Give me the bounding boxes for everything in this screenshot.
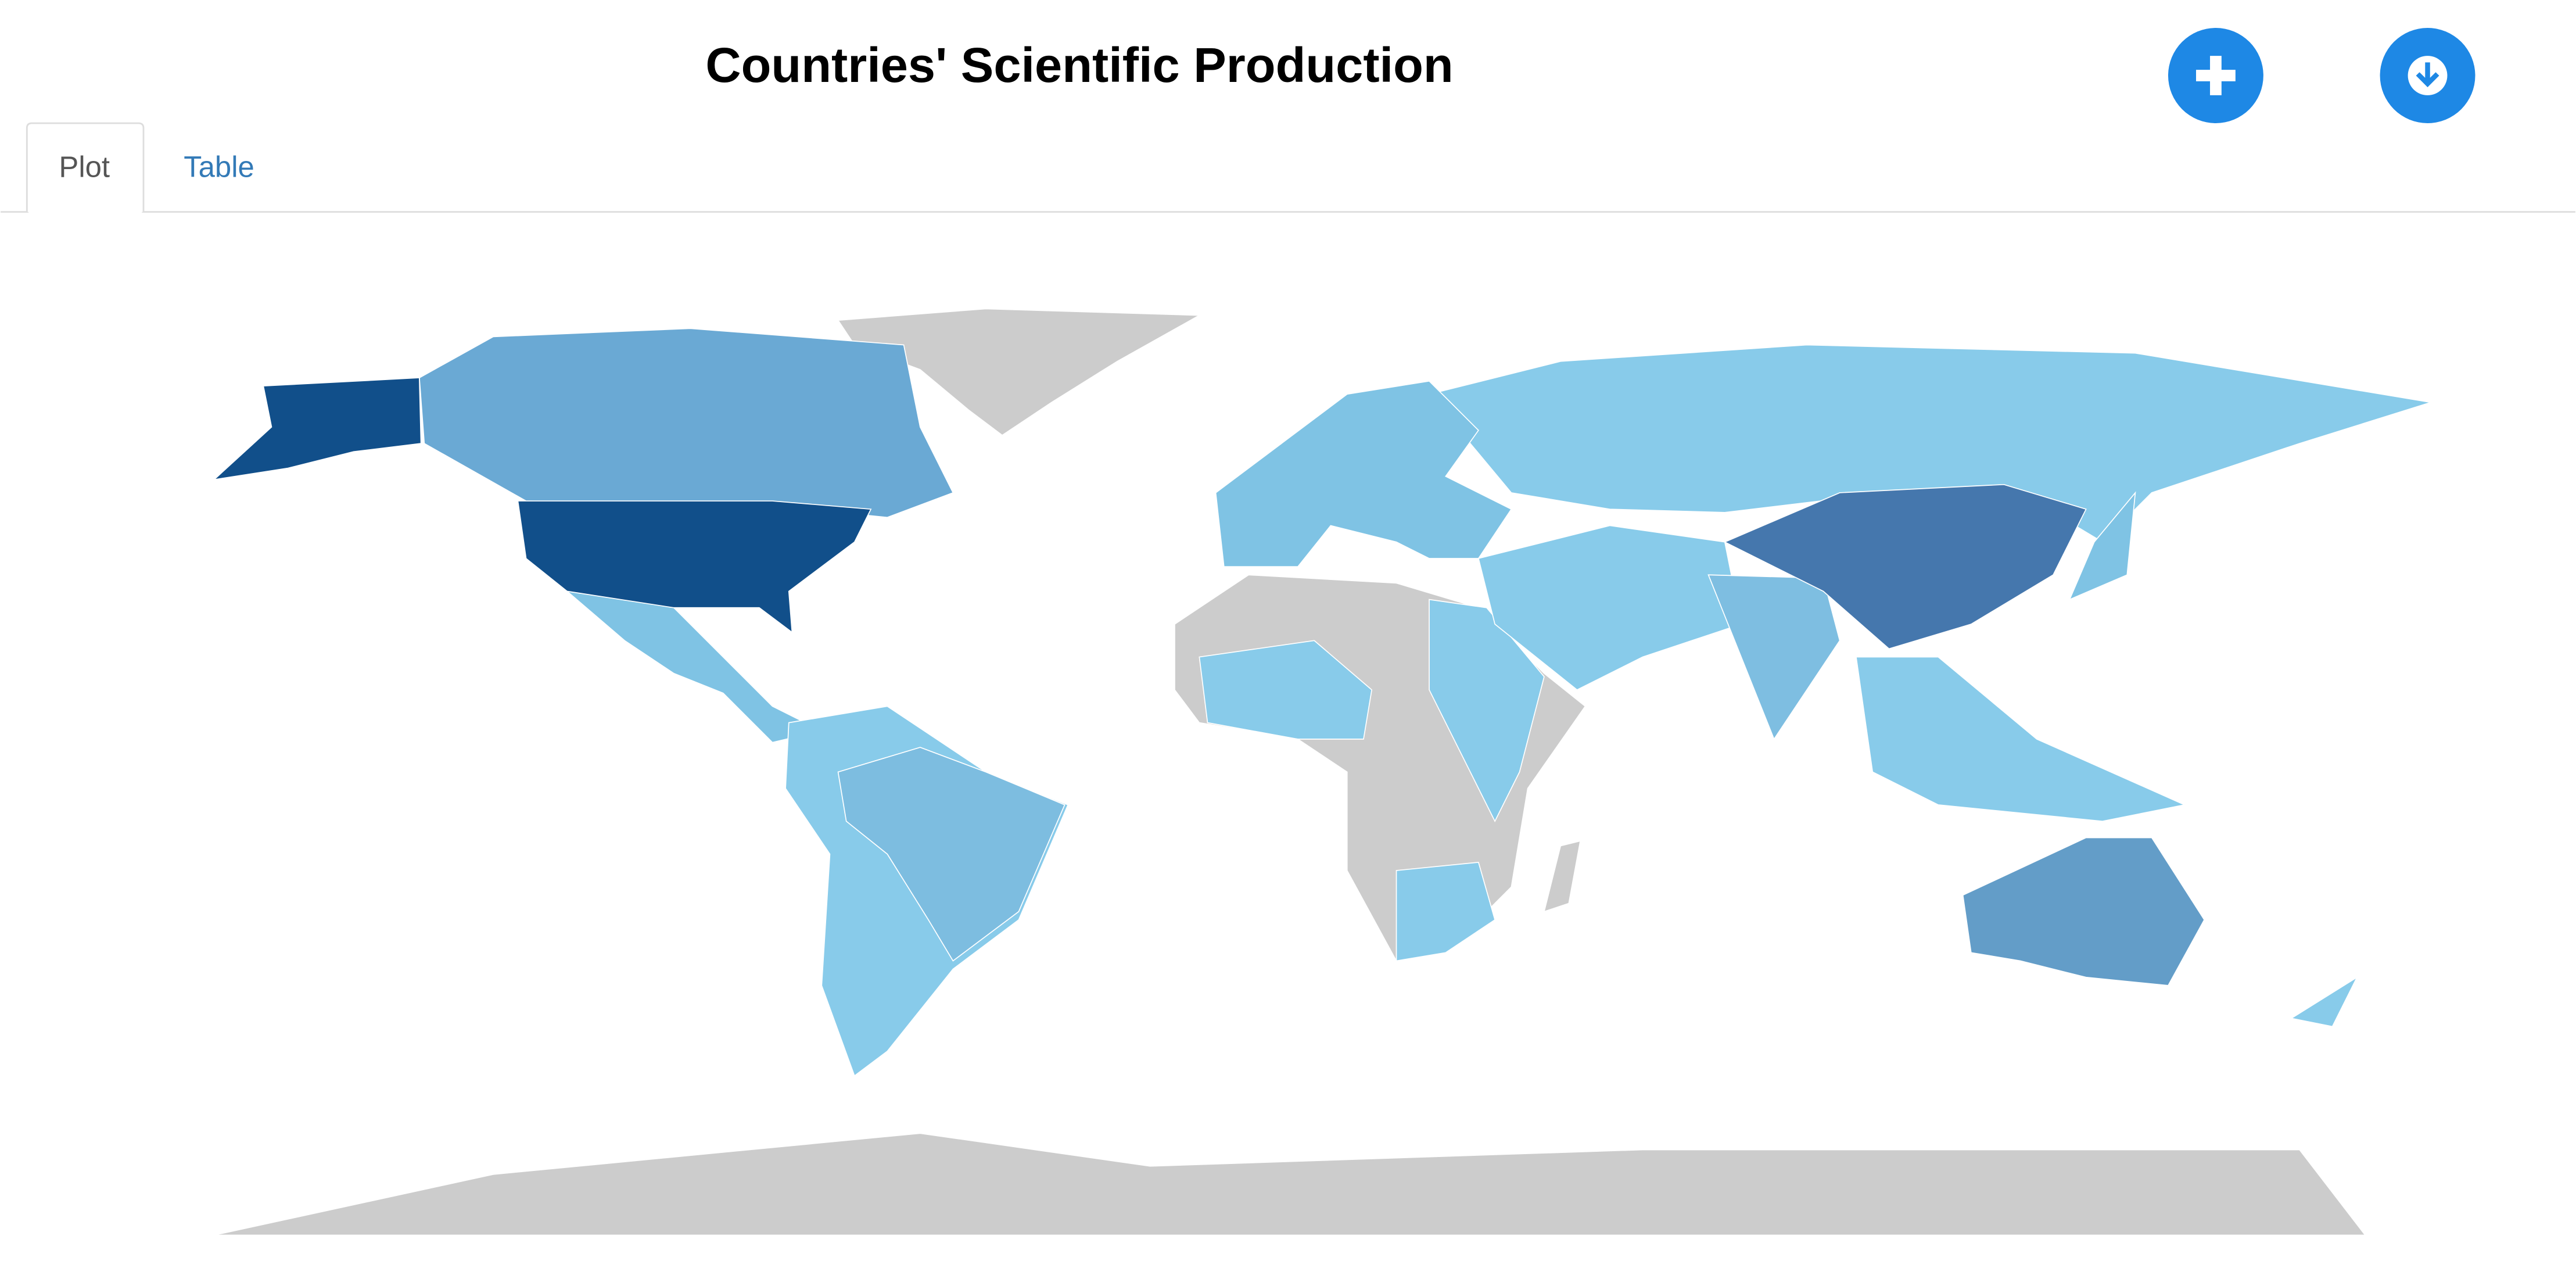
southern-africa: [1395, 861, 1496, 962]
download-button[interactable]: [2380, 28, 2475, 123]
australia: [1962, 837, 2205, 986]
world-map: [212, 308, 2431, 1236]
download-icon-arrow: [2416, 62, 2439, 88]
new-zealand: [2290, 976, 2359, 1027]
usa: [517, 500, 872, 633]
alaska: [212, 377, 422, 481]
tab-bar: Plot Table: [1, 122, 2575, 216]
japan: [2068, 491, 2136, 601]
active-tab-gap: [28, 208, 142, 216]
plus-icon: [2196, 56, 2236, 95]
tab-table[interactable]: Table: [184, 151, 254, 184]
china: [1723, 483, 2087, 650]
tab-plot[interactable]: Plot: [59, 151, 110, 184]
europe: [1215, 380, 1512, 567]
page-title: Countries' Scientific Production: [705, 37, 1453, 92]
antarctica: [214, 1133, 2366, 1236]
middle-east: [1477, 525, 1742, 691]
canada: [418, 328, 954, 518]
add-button[interactable]: [2168, 28, 2263, 123]
brazil: [837, 747, 1065, 962]
southeast-asia: [1855, 656, 2187, 822]
madagascar: [1543, 840, 1581, 912]
west-africa: [1199, 640, 1373, 740]
india: [1707, 574, 1840, 740]
active-tab-border: [26, 122, 145, 212]
